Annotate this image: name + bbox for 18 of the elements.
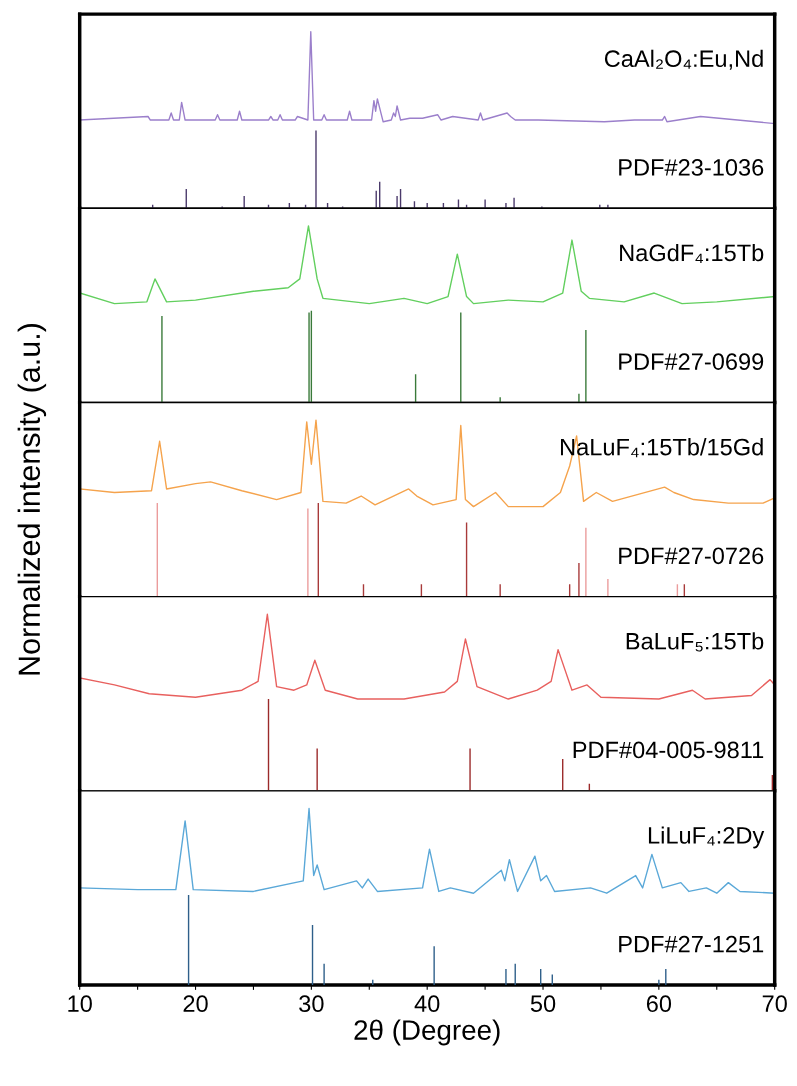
x-tick-label: 70 [762,995,787,1013]
series-label: BaLuF₅:15Tb [626,632,764,652]
series-label: PDF#27-0726 [619,547,764,565]
text: CaAl₂O₄:Eu,Nd [604,49,763,70]
y-axis-title: Normalized intensity (a.u.) [17,323,47,675]
series-label: NaGdF₄:15Tb [620,243,764,264]
x-tick-label: 20 [183,995,208,1013]
x-tick-label: 40 [414,995,440,1013]
series-label: LiLuF₄:2Dy [648,826,765,849]
x-tick-label: 50 [530,995,556,1013]
series-label: PDF#27-0699 [619,353,764,370]
x-axis-title: 2θ (Degree) [354,1019,500,1046]
x-tick-label: 60 [646,995,672,1013]
series-label: PDF#04-005-9811 [573,741,764,759]
series-label: PDF#27-1251 [619,935,764,953]
series-label: PDF#23-1036 [619,159,764,176]
x-tick-label: 10 [68,995,92,1013]
x-tick-label: 30 [299,995,324,1013]
